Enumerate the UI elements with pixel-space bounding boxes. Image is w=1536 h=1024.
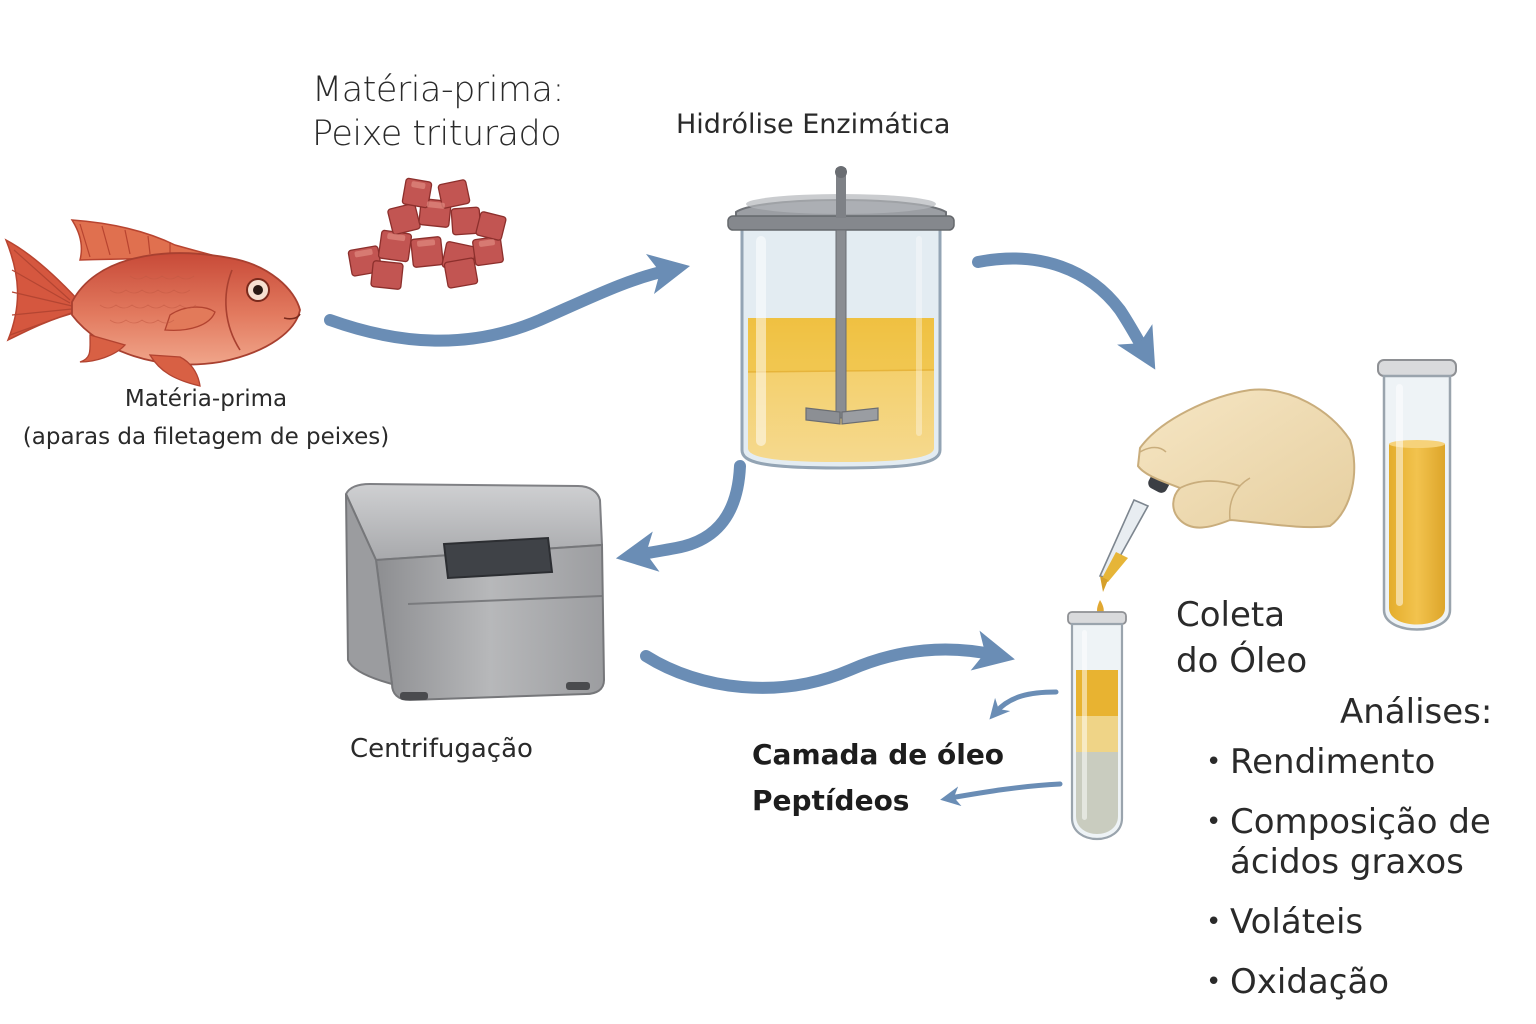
raw-fish-line2: (aparas da filetagem de peixes): [22, 424, 390, 450]
analyses-title: Análises:: [1340, 692, 1493, 732]
analysis-item-yield: Rendimento: [1206, 742, 1491, 782]
arrow-oil-layer: [989, 689, 1059, 720]
analysis-item-fatty-acids: Composição de ácidos graxos: [1206, 802, 1491, 882]
collection-line1: Coleta: [1176, 595, 1286, 635]
raw-ground-line1: Matéria-prima:: [312, 70, 564, 110]
centrifuge-label: Centrifugação: [350, 734, 533, 764]
arrow-fish-to-reactor: [324, 254, 691, 347]
collection-line2: do Óleo: [1176, 641, 1308, 681]
hydrolysis-label: Hidrólise Enzimática: [676, 109, 951, 140]
raw-fish-label: Matéria-prima (aparas da filetagem de pe…: [0, 380, 412, 456]
arrow-peptide-layer: [940, 781, 1063, 807]
centrifuge-machine: [344, 482, 606, 702]
collection-label: Coleta do Óleo: [1176, 592, 1307, 684]
analysis-item-volatiles: Voláteis: [1206, 902, 1491, 942]
raw-ground-label: Matéria-prima: Peixe triturado: [312, 68, 564, 156]
arrow-centrifuge-to-tube: [640, 630, 1015, 694]
peptides-label: Peptídeos: [752, 784, 910, 817]
analyses-list: Rendimento Composição de ácidos graxos V…: [1206, 742, 1491, 1022]
analysis-item-oxidation: Oxidação: [1206, 962, 1491, 1002]
raw-fish-line1: Matéria-prima: [124, 386, 288, 412]
arrow-reactor-to-centrifuge: [615, 460, 746, 572]
flow-arrows: [324, 252, 1156, 807]
raw-ground-line2: Peixe triturado: [312, 114, 562, 154]
ground-fish-cubes: [347, 177, 507, 290]
oil-layer-label: Camada de óleo: [752, 738, 1005, 771]
arrow-reactor-to-collection: [972, 252, 1156, 370]
hydrolysis-reactor: [727, 166, 955, 470]
layers-label: Camada de óleo Peptídeos: [752, 732, 1004, 824]
gloved-hand-pipette: [1097, 388, 1356, 616]
fish-illustration: [4, 219, 301, 387]
analysis-test-tube: [1377, 359, 1457, 631]
separation-test-tube: [1067, 611, 1127, 840]
